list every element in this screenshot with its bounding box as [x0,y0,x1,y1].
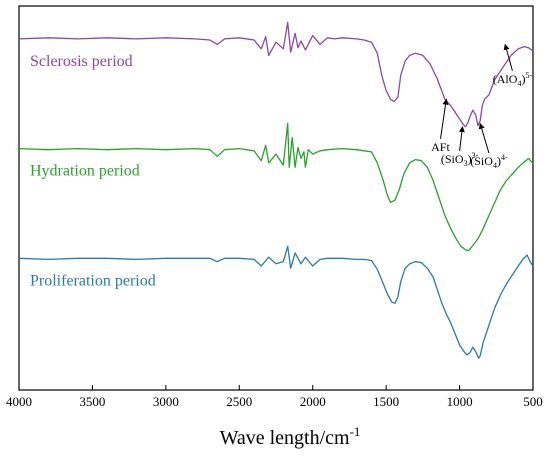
series-line-2 [18,245,534,359]
series-label-0: Sclerosis period [30,53,133,70]
series-line-0 [18,21,534,128]
annotation-arrow-2 [478,122,490,154]
annotation-sup-2: 4- [501,153,508,162]
annotation-label-0: AFt [431,140,450,154]
annotation-main-3: (AlO [493,72,518,86]
x-axis-title-main: Wave length/cm [220,427,350,449]
annotation-main-2: (SiO [470,154,493,168]
annotation-main-1: (SiO [441,152,464,166]
x-axis-ticks: 4000 3500 3000 2500 2000 1500 1000 500 [6,385,543,409]
annotation-main-0: AFt [431,140,450,154]
annotation-sup-1: 3- [472,151,479,160]
annotation-sup-3: 5- [525,71,532,80]
series-label-2: Proliferation period [30,272,156,289]
x-axis-title: Wave length/cm-1 [220,424,361,449]
series-group: Sclerosis period Hydration period Prolifer… [18,21,534,359]
series-label-1: Hydration period [30,163,140,180]
annotation-sub-3: 4 [517,79,521,88]
x-tick-label-1500: 1500 [373,394,399,409]
annotation-arrow-1 [458,126,465,151]
annotation-close-1: ) [468,152,472,166]
annotations: AFt(SiO3)3-(SiO4)4-(AlO4)5- [431,43,533,170]
x-tick-label-2000: 2000 [300,394,326,409]
annotation-close-3: ) [521,72,525,86]
annotation-label-1: (SiO3)3- [441,151,479,168]
annotation-sub-2: 4 [493,161,497,170]
x-tick-label-500: 500 [523,394,543,409]
x-tick-label-1000: 1000 [447,394,473,409]
annotation-arrow-3 [503,43,513,71]
series-line-1 [18,122,534,252]
x-axis-title-sup: -1 [350,424,361,439]
x-tick-label-4000: 4000 [6,394,32,409]
annotation-label-3: (AlO4)5- [493,71,533,88]
annotation-close-2: ) [497,154,501,168]
plot-frame [18,5,534,391]
annotation-label-2: (SiO4)4- [470,153,508,170]
annotation-arrow-0 [439,98,449,139]
x-tick-label-2500: 2500 [226,394,252,409]
annotation-sub-1: 3 [464,159,468,168]
x-tick-label-3000: 3000 [153,394,179,409]
x-tick-label-3500: 3500 [79,394,105,409]
